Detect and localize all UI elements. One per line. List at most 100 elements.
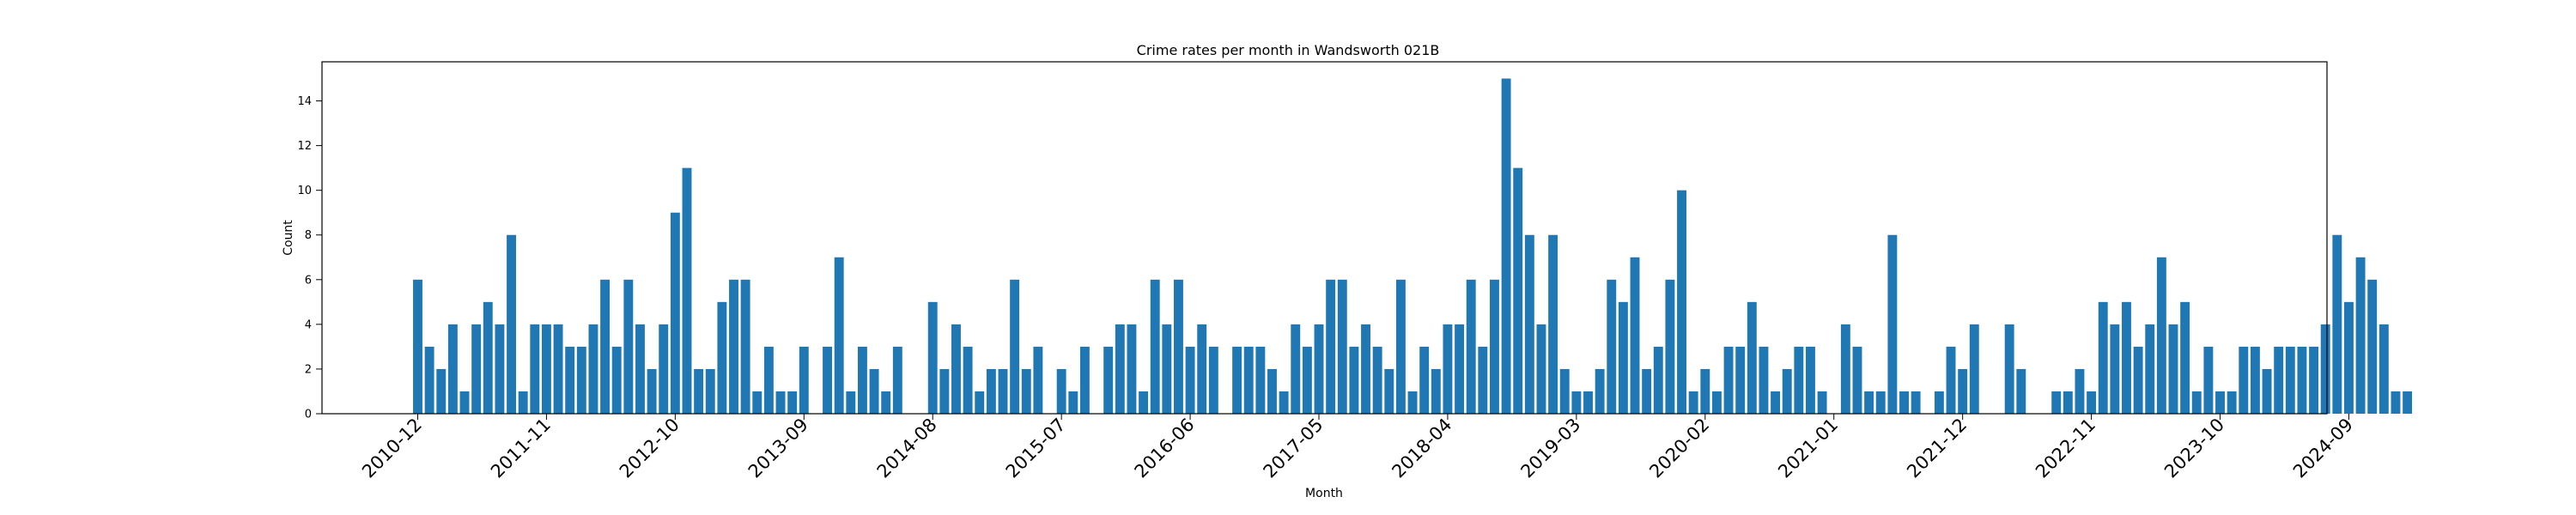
bar — [1349, 346, 1359, 414]
bar — [1607, 279, 1617, 414]
bar — [1021, 368, 1031, 414]
bar — [1243, 346, 1254, 414]
bar — [2274, 346, 2284, 414]
bar — [2320, 324, 2330, 414]
y-tick-label: 8 — [305, 229, 312, 242]
bar — [588, 324, 598, 414]
bar — [1056, 368, 1066, 414]
bar — [2004, 324, 2014, 414]
bar — [927, 301, 938, 414]
bar — [1653, 346, 1663, 414]
bar — [1431, 368, 1441, 414]
x-tick-label: 2020-02 — [1645, 415, 1713, 482]
bar — [424, 346, 434, 414]
y-tick-label: 6 — [305, 274, 312, 287]
bar — [553, 324, 563, 414]
bar — [834, 257, 844, 414]
bar — [2215, 391, 2225, 414]
bar — [530, 324, 540, 414]
bar — [682, 167, 692, 414]
bar — [1337, 279, 1347, 414]
bar-series — [413, 78, 2413, 415]
bar — [1806, 346, 1815, 414]
y-tick-label: 0 — [305, 409, 312, 421]
bar — [1630, 257, 1640, 414]
bar — [1407, 391, 1418, 414]
bar — [2379, 324, 2389, 414]
bar — [892, 346, 902, 414]
bar — [2355, 257, 2366, 414]
bar — [1197, 324, 1207, 414]
bar — [600, 279, 611, 414]
bar — [1711, 391, 1722, 414]
bar — [857, 346, 867, 414]
bar — [1771, 391, 1781, 414]
y-tick-label: 2 — [305, 363, 312, 376]
bar — [1723, 346, 1734, 414]
bar — [436, 368, 447, 414]
bar — [1887, 234, 1898, 414]
bar — [1969, 324, 1979, 414]
bar — [2051, 391, 2062, 414]
bar — [1864, 391, 1874, 414]
bar — [1688, 391, 1698, 414]
bar — [705, 368, 715, 414]
bar — [2016, 368, 2026, 414]
bar — [998, 368, 1008, 414]
bar — [2110, 324, 2120, 414]
x-tick-label: 2022-11 — [2032, 415, 2099, 482]
x-tick-label: 2019-03 — [1516, 415, 1584, 482]
bar — [823, 346, 832, 414]
bar — [2075, 368, 2085, 414]
bar — [1501, 78, 1511, 415]
plot-area-frame — [321, 61, 2328, 415]
x-tick-label: 2018-04 — [1388, 415, 1455, 482]
bar — [1185, 346, 1195, 414]
bar — [2180, 301, 2190, 414]
bar — [2168, 324, 2178, 414]
x-tick-label: 2014-08 — [873, 415, 941, 482]
bar — [1466, 279, 1476, 414]
y-tick-label: 12 — [297, 140, 312, 153]
bar — [2063, 391, 2073, 414]
bar — [1642, 368, 1652, 414]
bar — [1595, 368, 1605, 414]
bar — [483, 301, 493, 414]
bar — [2133, 346, 2143, 414]
bar — [1852, 346, 1862, 414]
bar — [1934, 391, 1944, 414]
x-axis-label: Month — [1305, 487, 1343, 500]
bar — [1875, 391, 1886, 414]
bar — [763, 346, 774, 414]
bar — [1618, 301, 1628, 414]
bar — [1548, 234, 1558, 414]
bar — [1115, 324, 1125, 414]
x-tick-label: 2017-05 — [1260, 415, 1327, 482]
bar — [2122, 301, 2131, 414]
bar — [1255, 346, 1266, 414]
bar — [740, 279, 750, 414]
bar — [869, 368, 879, 414]
x-tick-label: 2023-10 — [2160, 415, 2228, 482]
bar — [846, 391, 856, 414]
bar — [1759, 346, 1769, 414]
x-axis-ticks: 2010-12 2011-11 2012-10 2013-09 2014-08 2015-… — [358, 414, 2357, 482]
bar — [799, 346, 809, 414]
bar — [1735, 346, 1746, 414]
bar — [1490, 279, 1499, 414]
bar — [471, 324, 482, 414]
x-tick-label: 2021-12 — [1903, 415, 1971, 482]
bar — [1946, 346, 1956, 414]
bar — [1103, 346, 1114, 414]
bar — [541, 324, 551, 414]
bar — [951, 324, 961, 414]
bar — [495, 324, 505, 414]
bar — [1150, 279, 1160, 414]
bar — [1267, 368, 1277, 414]
bar — [1314, 324, 1324, 414]
bar — [2391, 391, 2401, 414]
bar — [1079, 346, 1090, 414]
bar — [1840, 324, 1850, 414]
bar — [1162, 324, 1172, 414]
bar — [975, 391, 985, 414]
